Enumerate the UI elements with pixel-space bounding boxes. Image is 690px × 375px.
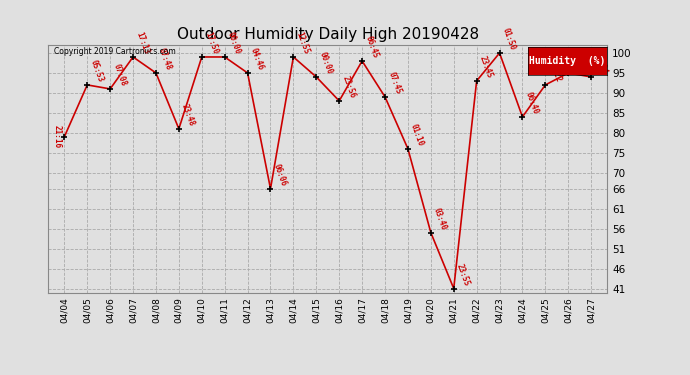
Text: 21:16: 21:16 [53, 125, 62, 148]
Text: 07:45: 07:45 [386, 71, 402, 96]
Text: 00:00: 00:00 [226, 31, 242, 56]
Text: 17:13: 17:13 [134, 31, 150, 56]
Text: 06:45: 06:45 [363, 35, 380, 60]
Text: 05:53: 05:53 [88, 59, 105, 84]
Text: 04:46: 04:46 [248, 47, 265, 72]
Text: 23:45: 23:45 [477, 55, 494, 80]
Text: Copyright 2019 Cartroniics.com: Copyright 2019 Cartroniics.com [54, 48, 176, 57]
Text: Humidity  (%): Humidity (%) [529, 56, 606, 66]
Text: 06:06: 06:06 [272, 163, 288, 188]
Text: 01:50: 01:50 [501, 27, 517, 52]
Text: 03:40: 03:40 [432, 207, 448, 231]
Text: 05:1: 05:1 [569, 51, 584, 72]
Text: 12:55: 12:55 [295, 31, 311, 56]
Text: 00:00: 00:00 [317, 51, 334, 76]
Text: 23:56: 23:56 [340, 75, 357, 100]
Text: 23:55: 23:55 [455, 262, 471, 287]
Text: 07:48: 07:48 [157, 47, 173, 72]
Text: 19:04: 19:04 [592, 51, 609, 76]
Text: 23:48: 23:48 [180, 103, 197, 128]
Title: Outdoor Humidity Daily High 20190428: Outdoor Humidity Daily High 20190428 [177, 27, 479, 42]
Text: 22:22: 22:22 [546, 59, 563, 84]
Text: 01:10: 01:10 [409, 123, 426, 148]
Text: 17:50: 17:50 [203, 31, 219, 56]
Text: 06:40: 06:40 [524, 91, 540, 116]
Text: 07:08: 07:08 [111, 63, 128, 88]
